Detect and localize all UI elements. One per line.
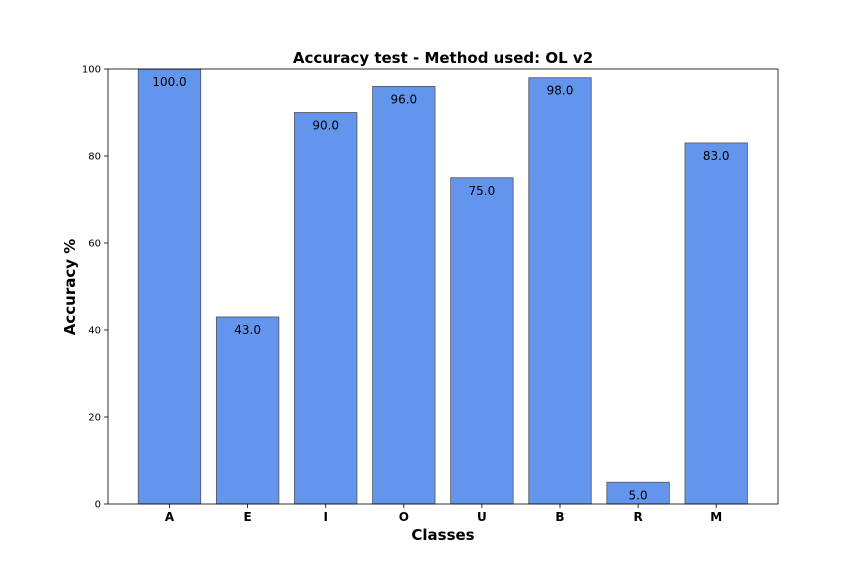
y-tick-label-80: 80 (88, 152, 101, 163)
bar-B (528, 77, 592, 505)
bar-I (294, 112, 358, 505)
data-label-E: 43.0 (234, 323, 261, 337)
data-label-M: 83.0 (703, 149, 730, 163)
y-tick-label-40: 40 (88, 326, 101, 337)
data-labels: 100.0 43.0 90.0 96.0 75.0 98.0 5.0 83.0 (152, 75, 729, 502)
bars-group (137, 68, 748, 505)
x-tick-label-M: M (710, 510, 722, 524)
bar-O (372, 86, 436, 505)
y-tick-labels: 0 20 40 60 80 100 (82, 65, 108, 511)
y-tick-label-100: 100 (82, 65, 101, 76)
bar-M (684, 142, 748, 505)
data-label-I: 90.0 (312, 119, 339, 133)
x-axis-label: Classes (411, 526, 474, 544)
data-label-O: 96.0 (390, 92, 417, 106)
y-tick-label-20: 20 (88, 413, 101, 424)
x-tick-label-E: E (243, 510, 251, 524)
data-label-A: 100.0 (152, 75, 186, 89)
x-tick-label-B: B (555, 510, 564, 524)
chart-title: Accuracy test - Method used: OL v2 (293, 49, 593, 67)
data-label-U: 75.0 (469, 184, 496, 198)
bar-E (215, 316, 280, 505)
y-tick-label-60: 60 (88, 239, 101, 250)
x-tick-label-A: A (165, 510, 175, 524)
plot-frame (107, 68, 779, 505)
y-tick-label-0: 0 (95, 500, 101, 511)
bar-U (450, 177, 514, 505)
x-tick-label-R: R (633, 510, 642, 524)
data-label-R: 5.0 (629, 488, 648, 502)
data-label-B: 98.0 (547, 84, 574, 98)
x-tick-label-I: I (323, 510, 327, 524)
bar-A (137, 68, 202, 505)
x-tick-label-O: O (399, 510, 409, 524)
x-tick-label-U: U (477, 510, 487, 524)
y-axis-label: Accuracy % (61, 239, 79, 336)
